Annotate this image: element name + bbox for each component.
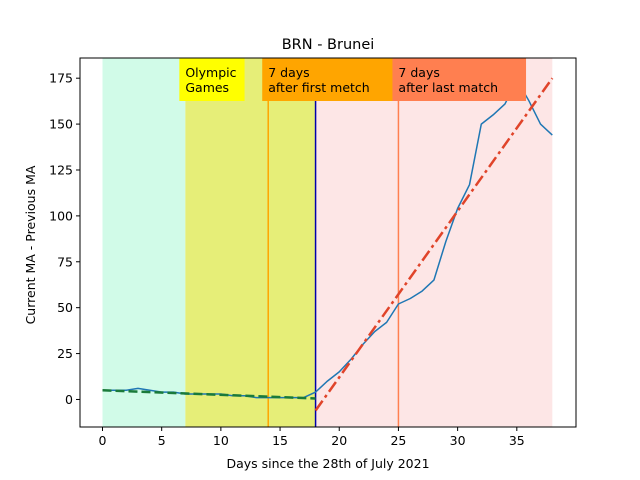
annotation-text-1-1: after first metch	[268, 80, 370, 95]
annotation-box-1	[262, 58, 404, 101]
shaded-region-2	[315, 58, 553, 427]
y-tick-label: 150	[49, 117, 73, 132]
shaded-regions	[102, 58, 553, 427]
shaded-region-1	[185, 58, 316, 427]
y-tick-label: 50	[57, 300, 73, 315]
y-tick-label: 125	[49, 162, 73, 177]
annotation-box-0	[179, 58, 245, 101]
y-tick-label: 100	[49, 208, 73, 223]
series-line-0	[102, 79, 553, 399]
x-tick-label: 10	[213, 433, 229, 448]
series-lines	[102, 77, 554, 412]
vertical-lines	[267, 58, 400, 427]
x-tick-label: 25	[390, 433, 406, 448]
y-axis-label: Current MA - Previous MA	[23, 165, 38, 324]
chart-title: BRN - Brunei	[282, 37, 375, 53]
annotation-text-1-0: 7 days	[268, 65, 309, 80]
annotation-text-0-0: Olympic	[185, 65, 236, 80]
annotation-text-0-1: Games	[185, 80, 229, 95]
x-tick-label: 30	[450, 433, 466, 448]
x-tick-label: 15	[272, 433, 288, 448]
series-line-2	[314, 77, 554, 412]
y-tick-label: 175	[49, 71, 73, 86]
plot-frame	[79, 57, 577, 428]
annotation-box-2	[392, 58, 527, 101]
x-tick-label: 20	[331, 433, 347, 448]
annotation-text-2-1: after last match	[398, 80, 498, 95]
x-tick-label: 35	[509, 433, 525, 448]
series-line-1	[102, 389, 316, 400]
shaded-region-0	[102, 58, 186, 427]
y-tick-label: 25	[57, 346, 73, 361]
x-tick-label: 5	[158, 433, 166, 448]
annotation-text-2-0: 7 days	[398, 65, 439, 80]
y-tick-label: 75	[57, 254, 73, 269]
y-tick-label: 0	[65, 392, 73, 407]
axes: 0 5 10 15 20 25 30 35 0 25 50 75 100 125 150 175	[49, 57, 577, 448]
x-axis-label: Days since the 28th of July 2021	[226, 456, 429, 471]
x-tick-label: 0	[99, 433, 107, 448]
